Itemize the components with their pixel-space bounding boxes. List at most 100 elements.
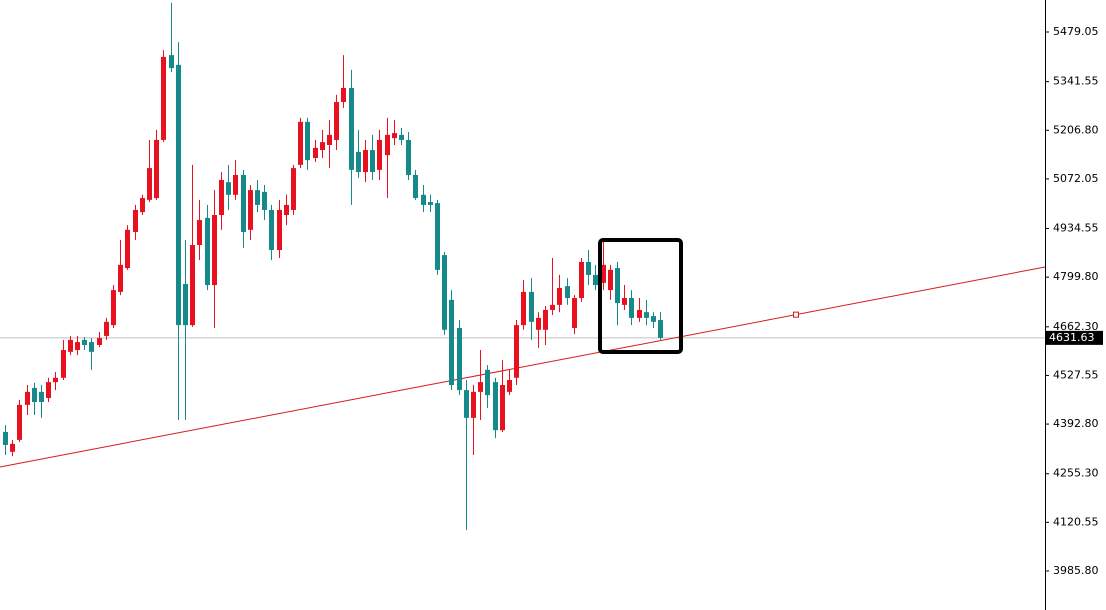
candle-body bbox=[363, 150, 368, 173]
last-price-box bbox=[1046, 330, 1103, 345]
candle-body bbox=[197, 220, 202, 245]
y-tick-label: 5206.80 bbox=[1053, 123, 1099, 136]
candle-body bbox=[399, 134, 404, 140]
candle-body bbox=[536, 317, 541, 330]
candle-body bbox=[140, 198, 145, 213]
candle-body bbox=[327, 134, 332, 145]
candle-body bbox=[205, 217, 210, 286]
last-price-label: 4631.63 bbox=[1049, 331, 1095, 344]
candle-body bbox=[593, 274, 598, 286]
candle-body bbox=[349, 87, 354, 170]
candle-body bbox=[104, 321, 109, 336]
y-tick-label: 4527.55 bbox=[1053, 368, 1099, 381]
candle-body bbox=[111, 290, 116, 326]
candle-body bbox=[212, 215, 217, 286]
candle-body bbox=[370, 150, 375, 173]
candle-body bbox=[17, 404, 22, 440]
candle-body bbox=[241, 174, 246, 232]
candle-body bbox=[125, 229, 130, 269]
candle-body bbox=[449, 299, 454, 386]
candle-body bbox=[493, 382, 498, 431]
highlight-box bbox=[598, 238, 683, 354]
candle-body bbox=[32, 387, 37, 402]
candle-body bbox=[565, 286, 570, 299]
candle-body bbox=[601, 264, 606, 283]
candle-body bbox=[543, 309, 548, 330]
candle-body bbox=[457, 327, 462, 391]
candle-body bbox=[658, 320, 663, 338]
candle-body bbox=[291, 168, 296, 210]
candle-body bbox=[226, 182, 231, 195]
candle-body bbox=[68, 339, 73, 352]
candle-body bbox=[75, 342, 80, 351]
candle-body bbox=[579, 261, 584, 299]
candle-body bbox=[320, 142, 325, 151]
candle-body bbox=[233, 174, 238, 195]
candle-body bbox=[262, 191, 267, 210]
candle-body bbox=[176, 64, 181, 326]
candle-body bbox=[385, 134, 390, 156]
candle-body bbox=[161, 56, 166, 140]
candle-body bbox=[61, 350, 66, 378]
y-tick-label: 3985.80 bbox=[1053, 564, 1099, 577]
y-tick-label: 4392.80 bbox=[1053, 417, 1099, 430]
y-tick-label: 5072.05 bbox=[1053, 172, 1099, 185]
candle-body bbox=[341, 87, 346, 103]
candle-body bbox=[608, 269, 613, 291]
candle-body bbox=[313, 147, 318, 158]
candle-body bbox=[500, 385, 505, 431]
trendline-anchor bbox=[793, 311, 799, 318]
candle-body bbox=[39, 391, 44, 402]
candle-body bbox=[118, 264, 123, 292]
candle-body bbox=[183, 283, 188, 326]
candle-body bbox=[133, 209, 138, 232]
candle-body bbox=[10, 443, 15, 452]
candle-body bbox=[637, 309, 642, 318]
y-tick-label: 5479.05 bbox=[1053, 25, 1099, 38]
candle-body bbox=[406, 139, 411, 175]
y-tick-label: 4120.55 bbox=[1053, 515, 1099, 528]
trendline bbox=[0, 266, 1046, 468]
candle-body bbox=[421, 194, 426, 205]
candle-body bbox=[442, 255, 447, 330]
candle-body bbox=[3, 431, 8, 445]
candle-body bbox=[89, 342, 94, 352]
candle-body bbox=[392, 133, 397, 139]
candle-body bbox=[529, 291, 534, 322]
candle-body bbox=[413, 174, 418, 199]
candle-body bbox=[248, 190, 253, 230]
candle-body bbox=[219, 180, 224, 216]
candle-body bbox=[305, 121, 310, 161]
candle-body bbox=[435, 203, 440, 270]
candle-body bbox=[46, 382, 51, 399]
candle-body bbox=[97, 338, 102, 345]
candle-body bbox=[53, 377, 58, 383]
y-tick-label: 4255.30 bbox=[1053, 467, 1099, 480]
candle-body bbox=[154, 139, 159, 199]
candle-body bbox=[622, 298, 627, 305]
y-tick-label: 4662.30 bbox=[1053, 320, 1099, 333]
candle-body bbox=[507, 379, 512, 392]
candle-body bbox=[356, 151, 361, 173]
candle-body bbox=[550, 304, 555, 310]
candle-body bbox=[615, 268, 620, 304]
candle-body bbox=[377, 139, 382, 170]
candle-body bbox=[82, 339, 87, 345]
candle-body bbox=[586, 261, 591, 275]
candle-body bbox=[485, 369, 490, 396]
candle-body bbox=[478, 382, 483, 392]
candle-body bbox=[277, 209, 282, 251]
candle-body bbox=[557, 287, 562, 305]
candle-body bbox=[269, 209, 274, 251]
candle-body bbox=[514, 325, 519, 378]
candle-body bbox=[169, 55, 174, 69]
candle-body bbox=[147, 168, 152, 200]
candle-body bbox=[190, 244, 195, 326]
candle-body bbox=[471, 391, 476, 418]
candle-body bbox=[284, 204, 289, 216]
candle-body bbox=[521, 291, 526, 326]
candle-body bbox=[464, 390, 469, 418]
y-tick-label: 5341.55 bbox=[1053, 75, 1099, 88]
y-tick-label: 4799.80 bbox=[1053, 270, 1099, 283]
